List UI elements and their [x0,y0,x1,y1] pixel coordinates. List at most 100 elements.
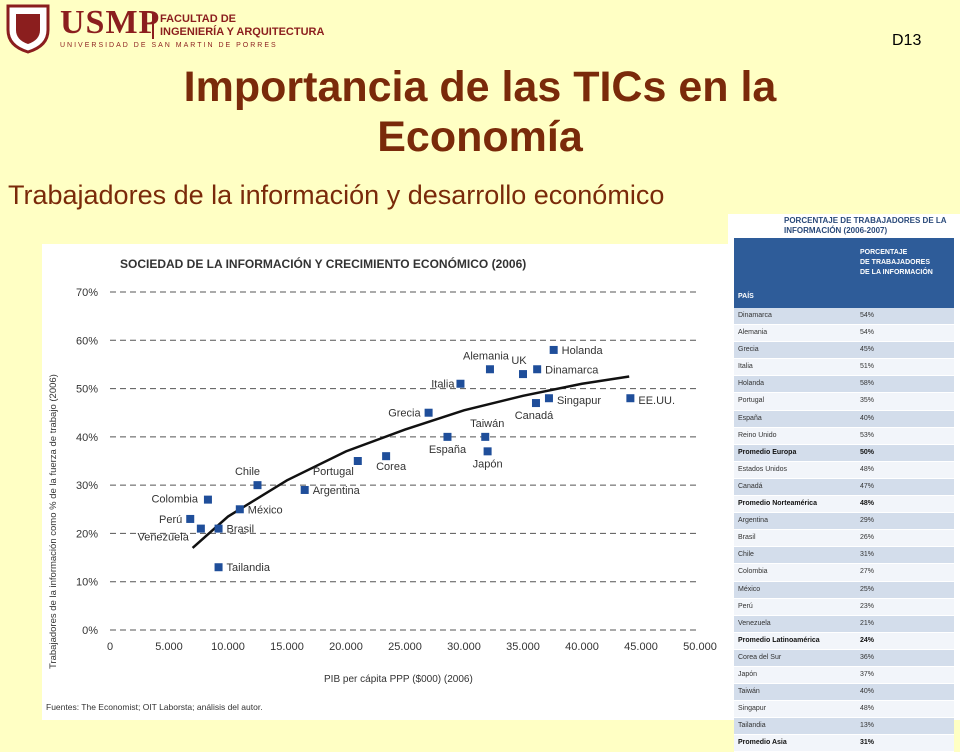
table-cell-country: Argentina [738,517,768,525]
table-row: Alemania 54% [734,325,954,343]
x-axis-label: PIB per cápita PPP ($000) (2006) [324,674,473,685]
data-point [235,505,244,514]
slide-title-line-2: Economía [377,113,583,161]
table-cell-percentage: 26% [860,534,875,542]
data-label: Colombia [151,494,198,506]
data-label: Brasil [227,524,255,536]
x-tick-label: 50.000 [683,641,717,653]
chart-source: Fuentes: The Economist; OIT Laborsta; an… [46,702,263,712]
table-row: Estados Unidos 48% [734,461,954,479]
table-cell-percentage: 50% [860,448,875,456]
table-row: Japón 37% [734,666,954,685]
table-row: Promedio Europa 50% [734,444,954,462]
data-label: Dinamarca [545,364,599,376]
table-row: Canadá 47% [734,478,954,497]
table-cell-country: Corea del Sur [738,653,782,661]
data-point [544,394,553,403]
table-cell-country: Chile [738,551,754,559]
table-cell-percentage: 35% [860,397,875,405]
table-cell-country: México [738,585,761,593]
data-label: Perú [159,514,182,526]
data-point [353,457,362,465]
table-cell-percentage: 27% [860,568,875,576]
x-tick-label: 45.000 [624,641,658,653]
table-cell-percentage: 51% [860,363,875,371]
table-row: Chile 31% [734,547,954,565]
y-tick-label: 50% [76,384,98,396]
table-cell-percentage: 58% [860,380,875,388]
table-row: Corea del Sur 36% [734,649,954,667]
x-tick-label: 15.000 [270,641,304,653]
data-label: Alemania [463,350,510,362]
table-body: Dinamarca 54% Alemania 54% Grecia 45% Italia 51… [734,308,954,752]
table-cell-percentage: 25% [860,585,875,593]
x-tick-label: 10.000 [211,641,245,653]
table-row: Taiwán 40% [734,684,954,702]
trend-line [191,375,630,549]
x-tick-label: 35.000 [506,641,540,653]
university-logo: USMP UNIVERSIDAD DE SAN MARTIN DE PORRES… [0,0,330,58]
faculty-line-2: INGENIERÍA Y ARQUITECTURA [160,26,325,38]
table-cell-percentage: 40% [860,414,875,422]
table-cell-percentage: 54% [860,312,875,319]
data-label: Grecia [388,408,421,420]
faculty-line-1: FACULTAD DE [160,13,236,25]
table-cell-country: Dinamarca [738,312,772,319]
table-cell-country: Venezuela [738,619,771,627]
chart-ticks: 0% 10% 20% 30% 40% 50% 60% 70% 0 5.000 10.000 15.00… [76,287,717,653]
y-tick-label: 60% [76,335,98,347]
logo-wordmark: USMP [60,4,161,41]
x-tick-label: 40.000 [565,641,599,653]
chart-grid [110,291,700,631]
data-point [481,432,490,441]
table-cell-country: Taiwán [738,688,760,696]
table-row: Grecia 45% [734,342,954,360]
data-point [443,432,452,441]
table-cell-country: Estados Unidos [738,465,788,473]
data-point [196,524,205,533]
table-row: Tailandia 13% [734,718,954,736]
data-point [253,481,262,490]
table-cell-percentage: 21% [860,619,875,627]
slide-code: D13 [892,32,922,49]
table-cell-percentage: 45% [860,346,875,354]
table-cell-country: Holanda [738,380,765,388]
y-tick-label: 20% [76,528,98,540]
data-label: Singapur [557,395,601,407]
scatter-chart-panel: SOCIEDAD DE LA INFORMACIÓN Y CRECIMIENTO… [42,244,730,720]
data-point [533,365,542,374]
data-point [382,452,391,461]
table-cell-percentage: 31% [860,551,875,559]
chart-title: SOCIEDAD DE LA INFORMACIÓN Y CRECIMIENTO… [120,256,526,271]
table-cell-country: Alemania [738,329,768,337]
seal-icon [6,4,50,54]
table-cell-country: Promedio Europa [738,448,797,456]
y-tick-label: 30% [76,480,98,492]
table-cell-country: Brasil [738,534,756,542]
table-cell-percentage: 31% [860,739,875,747]
data-label: EE.UU. [638,395,675,407]
y-tick-label: 40% [76,432,98,444]
data-label: Tailandia [227,562,271,574]
x-tick-label: 25.000 [388,641,422,653]
y-tick-label: 10% [76,577,98,589]
table-cell-country: Tailandia [738,722,766,730]
table-cell-country: Reino Unido [738,431,777,439]
data-point [214,563,223,572]
table-cell-percentage: 48% [860,500,875,508]
x-tick-label: 30.000 [447,641,481,653]
table-cell-country: Colombia [738,568,768,576]
data-point [186,514,195,523]
table-cell-country: Singapur [738,705,767,713]
data-label: Japón [473,458,503,470]
data-label: Chile [235,466,260,478]
table-row: Venezuela 21% [734,615,954,633]
table-cell-percentage: 48% [860,465,875,473]
table-cell-percentage: 13% [860,722,875,730]
table-cell-country: Portugal [738,397,765,405]
x-tick-label: 20.000 [329,641,363,653]
table-title-line-1: PORCENTAJE DE TRABAJADORES DE LA [784,216,947,225]
table-row: Italia 51% [734,359,954,377]
table-cell-percentage: 40% [860,688,875,696]
data-label: UK [511,355,527,367]
